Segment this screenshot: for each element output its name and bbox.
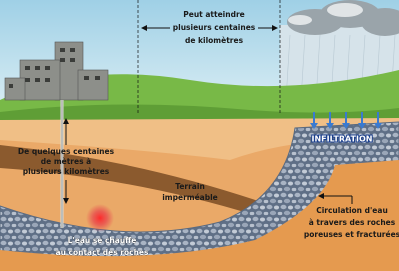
geothermal-diagram: Peut atteindre plusieurs centaines de ki… [0, 0, 399, 271]
distance-label: de kilomètres [185, 36, 244, 45]
infiltration-label: INFILTRATION [311, 135, 372, 144]
distance-label: plusieurs centaines [173, 23, 256, 32]
impermeable-label: Terrain [175, 182, 205, 191]
distance-label: Peut atteindre [183, 10, 245, 19]
depth-label: De quelques centaines [18, 147, 115, 156]
circulation-label: Circulation d'eau [316, 206, 388, 215]
circulation-label: poreuses et fracturées [304, 230, 399, 239]
depth-label: plusieurs kilomètres [23, 167, 110, 176]
heating-label: au contact des roches [56, 248, 149, 257]
depth-label: de mètres à [41, 157, 91, 166]
circulation-label: à travers des roches [309, 218, 396, 227]
heating-label: L'eau se chauffe [68, 236, 137, 245]
impermeable-label: imperméable [162, 193, 218, 202]
